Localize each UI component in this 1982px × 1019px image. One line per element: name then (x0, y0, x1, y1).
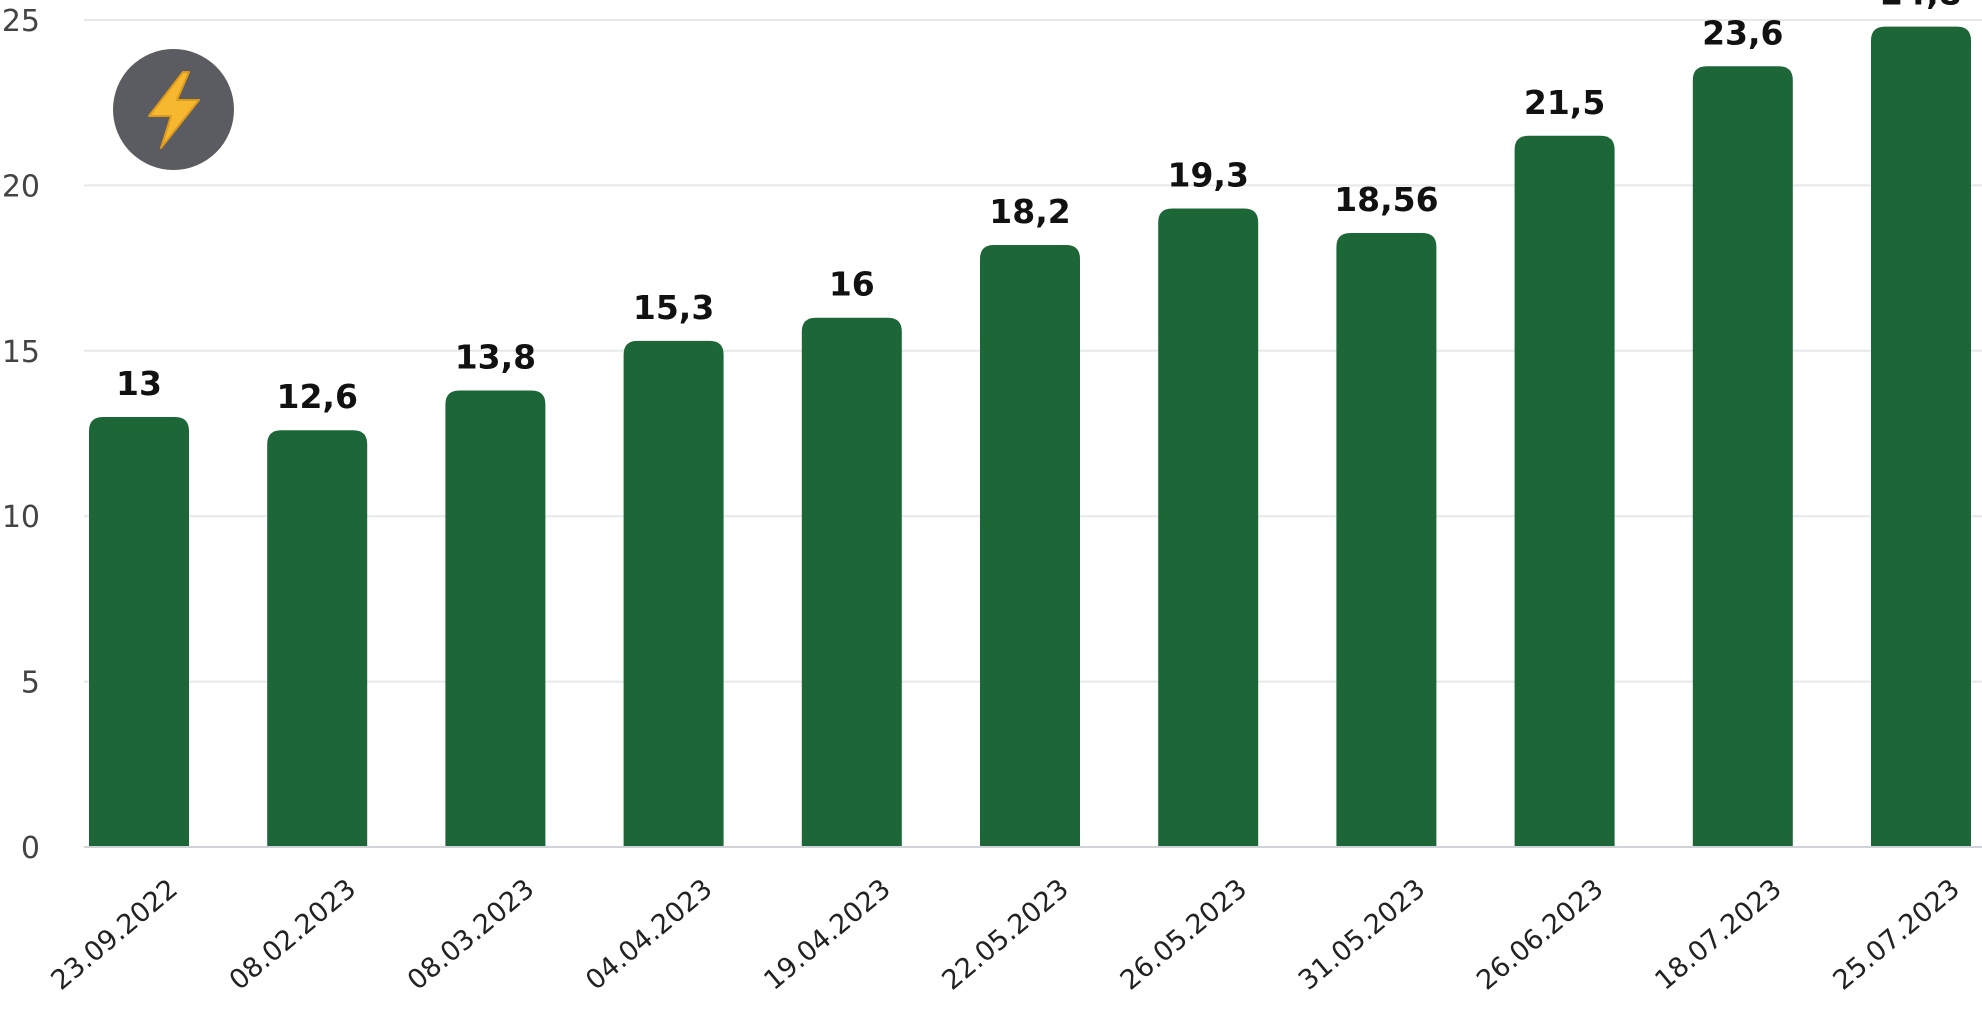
x-tick-label: 18.07.2023 (1649, 873, 1787, 996)
x-tick-label: 31.05.2023 (1293, 873, 1431, 996)
bar (1158, 208, 1259, 847)
bar (1692, 66, 1793, 847)
x-tick-label: 26.06.2023 (1471, 873, 1609, 996)
value-label: 15,3 (633, 288, 714, 327)
value-label: 13,8 (455, 337, 536, 376)
x-tick-label: 23.09.2022 (45, 873, 183, 996)
lightning-bolt-icon (147, 70, 200, 149)
y-axis-ticks: 0 5 10 15 20 25 (2, 4, 40, 866)
value-label: 18,56 (1334, 180, 1438, 219)
y-tick-label: 0 (21, 831, 40, 866)
y-tick-label: 15 (2, 335, 40, 370)
value-label: 16 (829, 265, 875, 304)
value-labels: 13 12,6 13,8 15,3 16 18,2 19,3 18,56 21,5 23,6 24,… (116, 0, 1962, 416)
logo (113, 49, 234, 170)
y-tick-label: 10 (2, 500, 40, 535)
x-axis-labels: 23.09.2022 08.02.2023 08.03.2023 04.04.2023… (45, 873, 1965, 996)
bar (1514, 135, 1615, 847)
bar (623, 340, 724, 847)
bar (980, 244, 1080, 848)
y-tick-label: 20 (2, 169, 40, 204)
bar (89, 416, 189, 847)
y-tick-label: 25 (2, 4, 40, 39)
bar (801, 317, 902, 848)
value-label: 21,5 (1524, 83, 1605, 122)
value-label: 24,8 (1880, 0, 1961, 13)
bar (445, 390, 546, 847)
value-label: 23,6 (1702, 13, 1783, 52)
value-label: 18,2 (989, 192, 1070, 231)
x-tick-label: 19.04.2023 (758, 873, 896, 996)
x-tick-label: 08.03.2023 (402, 873, 540, 996)
x-tick-label: 22.05.2023 (936, 873, 1074, 996)
x-tick-label: 04.04.2023 (580, 873, 718, 996)
x-tick-label: 08.02.2023 (224, 873, 362, 996)
bar (1336, 233, 1437, 847)
y-tick-label: 5 (21, 666, 40, 701)
value-label: 12,6 (276, 377, 357, 416)
x-tick-label: 25.07.2023 (1827, 873, 1965, 996)
bar (267, 430, 368, 847)
value-label: 13 (116, 364, 162, 403)
bar (1871, 26, 1971, 847)
bars (89, 26, 1971, 848)
x-tick-label: 26.05.2023 (1115, 873, 1253, 996)
value-label: 19,3 (1167, 156, 1248, 195)
